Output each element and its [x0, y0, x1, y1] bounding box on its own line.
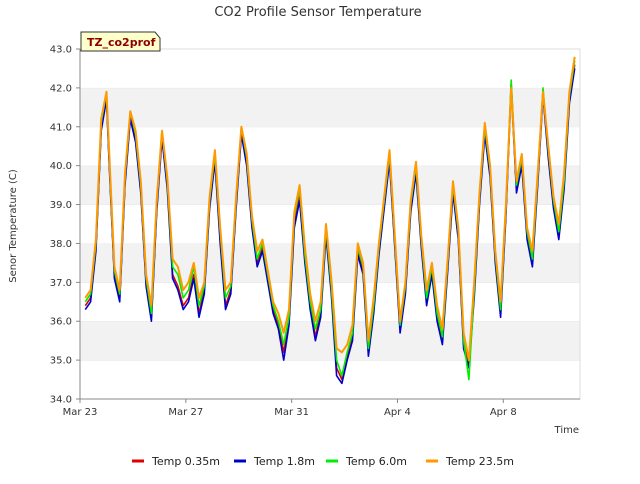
series-layer: [84, 56, 576, 385]
y-axis-label: Senor Temperature (C): [8, 169, 19, 283]
grid-band: [80, 360, 580, 399]
legend-label: Temp 1.8m: [253, 455, 315, 468]
x-tick-label: Apr 8: [490, 407, 517, 418]
grid-band: [80, 204, 580, 244]
legend: Temp 0.35m Temp 1.8m Temp 6.0m Temp 23.5m: [132, 455, 514, 468]
x-tick-label: Apr 4: [384, 407, 411, 418]
grid-band: [80, 165, 580, 205]
y-tick-label: 38.0: [50, 239, 72, 250]
grid-band: [80, 126, 580, 166]
legend-label: Temp 0.35m: [151, 455, 220, 468]
x-tick-label: Mar 23: [63, 407, 98, 418]
station-label: TZ_co2prof: [87, 36, 156, 49]
y-tick-label: 35.0: [50, 356, 72, 367]
x-axis-label: Time: [554, 425, 579, 436]
y-tick-label: 43.0: [50, 45, 72, 56]
legend-label: Temp 6.0m: [345, 455, 407, 468]
grid-band: [80, 321, 580, 361]
x-tick-label: Mar 27: [168, 407, 203, 418]
y-tick-label: 41.0: [50, 122, 72, 133]
station-label-box: TZ_co2prof: [80, 31, 161, 52]
x-ticks: Mar 23 Mar 27 Mar 31 Apr 4 Apr 8: [63, 399, 517, 418]
x-tick-label: Mar 31: [274, 407, 309, 418]
y-tick-label: 39.0: [50, 200, 72, 211]
chart-title: CO2 Profile Sensor Temperature: [214, 5, 421, 20]
y-ticks: 34.0 35.0 36.0 37.0 38.0 39.0 40.0 41.0 42.0 43.0: [50, 45, 80, 406]
y-tick-label: 36.0: [50, 317, 72, 328]
grid-band: [80, 87, 580, 127]
y-tick-label: 42.0: [50, 83, 72, 94]
grid-band: [80, 49, 580, 88]
legend-label: Temp 23.5m: [445, 455, 514, 468]
y-tick-label: 40.0: [50, 161, 72, 172]
station-label-background: [80, 31, 161, 52]
series-line-temp-23-5m: [84, 56, 576, 362]
y-tick-label: 34.0: [50, 395, 72, 406]
y-tick-label: 37.0: [50, 278, 72, 289]
grid-band: [80, 282, 580, 322]
